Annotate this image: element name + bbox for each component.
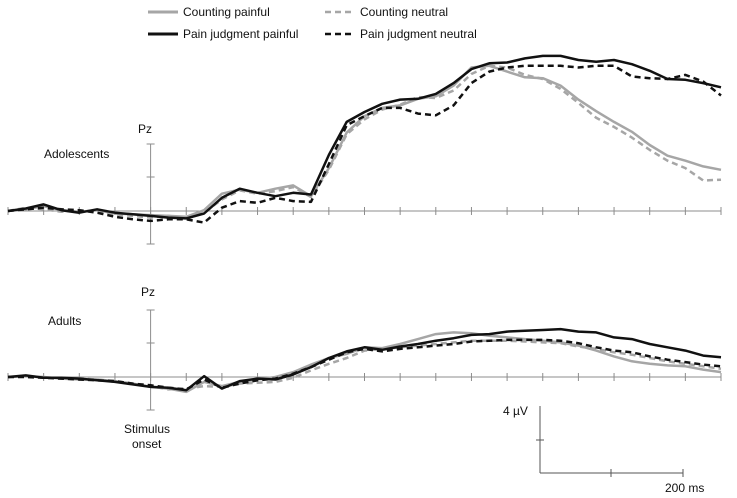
- panel-adults: [7, 309, 722, 411]
- legend-entry-pain-judgment-painful: Pain judgment painful: [148, 27, 298, 41]
- channel-label-adolescents: Pz: [138, 122, 152, 136]
- panel-label-adolescents: Adolescents: [44, 147, 109, 161]
- panel-adolescents: [7, 54, 722, 245]
- legend-entry-counting-neutral: Counting neutral: [325, 5, 448, 19]
- legend-entry-pain-judgment-neutral: Pain judgment neutral: [325, 27, 477, 41]
- channel-label-adults: Pz: [141, 285, 155, 299]
- legend-label: Counting painful: [183, 5, 270, 19]
- legend-label: Pain judgment painful: [183, 27, 298, 41]
- legend-label: Pain judgment neutral: [360, 27, 477, 41]
- panel-label-adults: Adults: [48, 314, 81, 328]
- legend-entry-counting-painful: Counting painful: [148, 5, 270, 19]
- trace-pain-judgment-neutral: [7, 64, 722, 224]
- stimulus-label-line1: Stimulus: [124, 422, 170, 436]
- scale-bar-amplitude-label: 4 µV: [503, 404, 528, 418]
- legend-label: Counting neutral: [360, 5, 448, 19]
- trace-counting-neutral: [7, 64, 722, 220]
- stimulus-label-line2: onset: [132, 437, 162, 451]
- scale-bar-time-label: 200 ms: [665, 481, 704, 495]
- trace-counting-neutral: [7, 339, 722, 391]
- trace-counting-painful: [7, 64, 722, 219]
- legend: Counting painful Counting neutral Pain j…: [148, 5, 477, 41]
- scale-bar: 4 µV 200 ms: [503, 404, 704, 495]
- trace-pain-judgment-painful: [7, 327, 722, 392]
- trace-pain-judgment-painful: [7, 54, 722, 220]
